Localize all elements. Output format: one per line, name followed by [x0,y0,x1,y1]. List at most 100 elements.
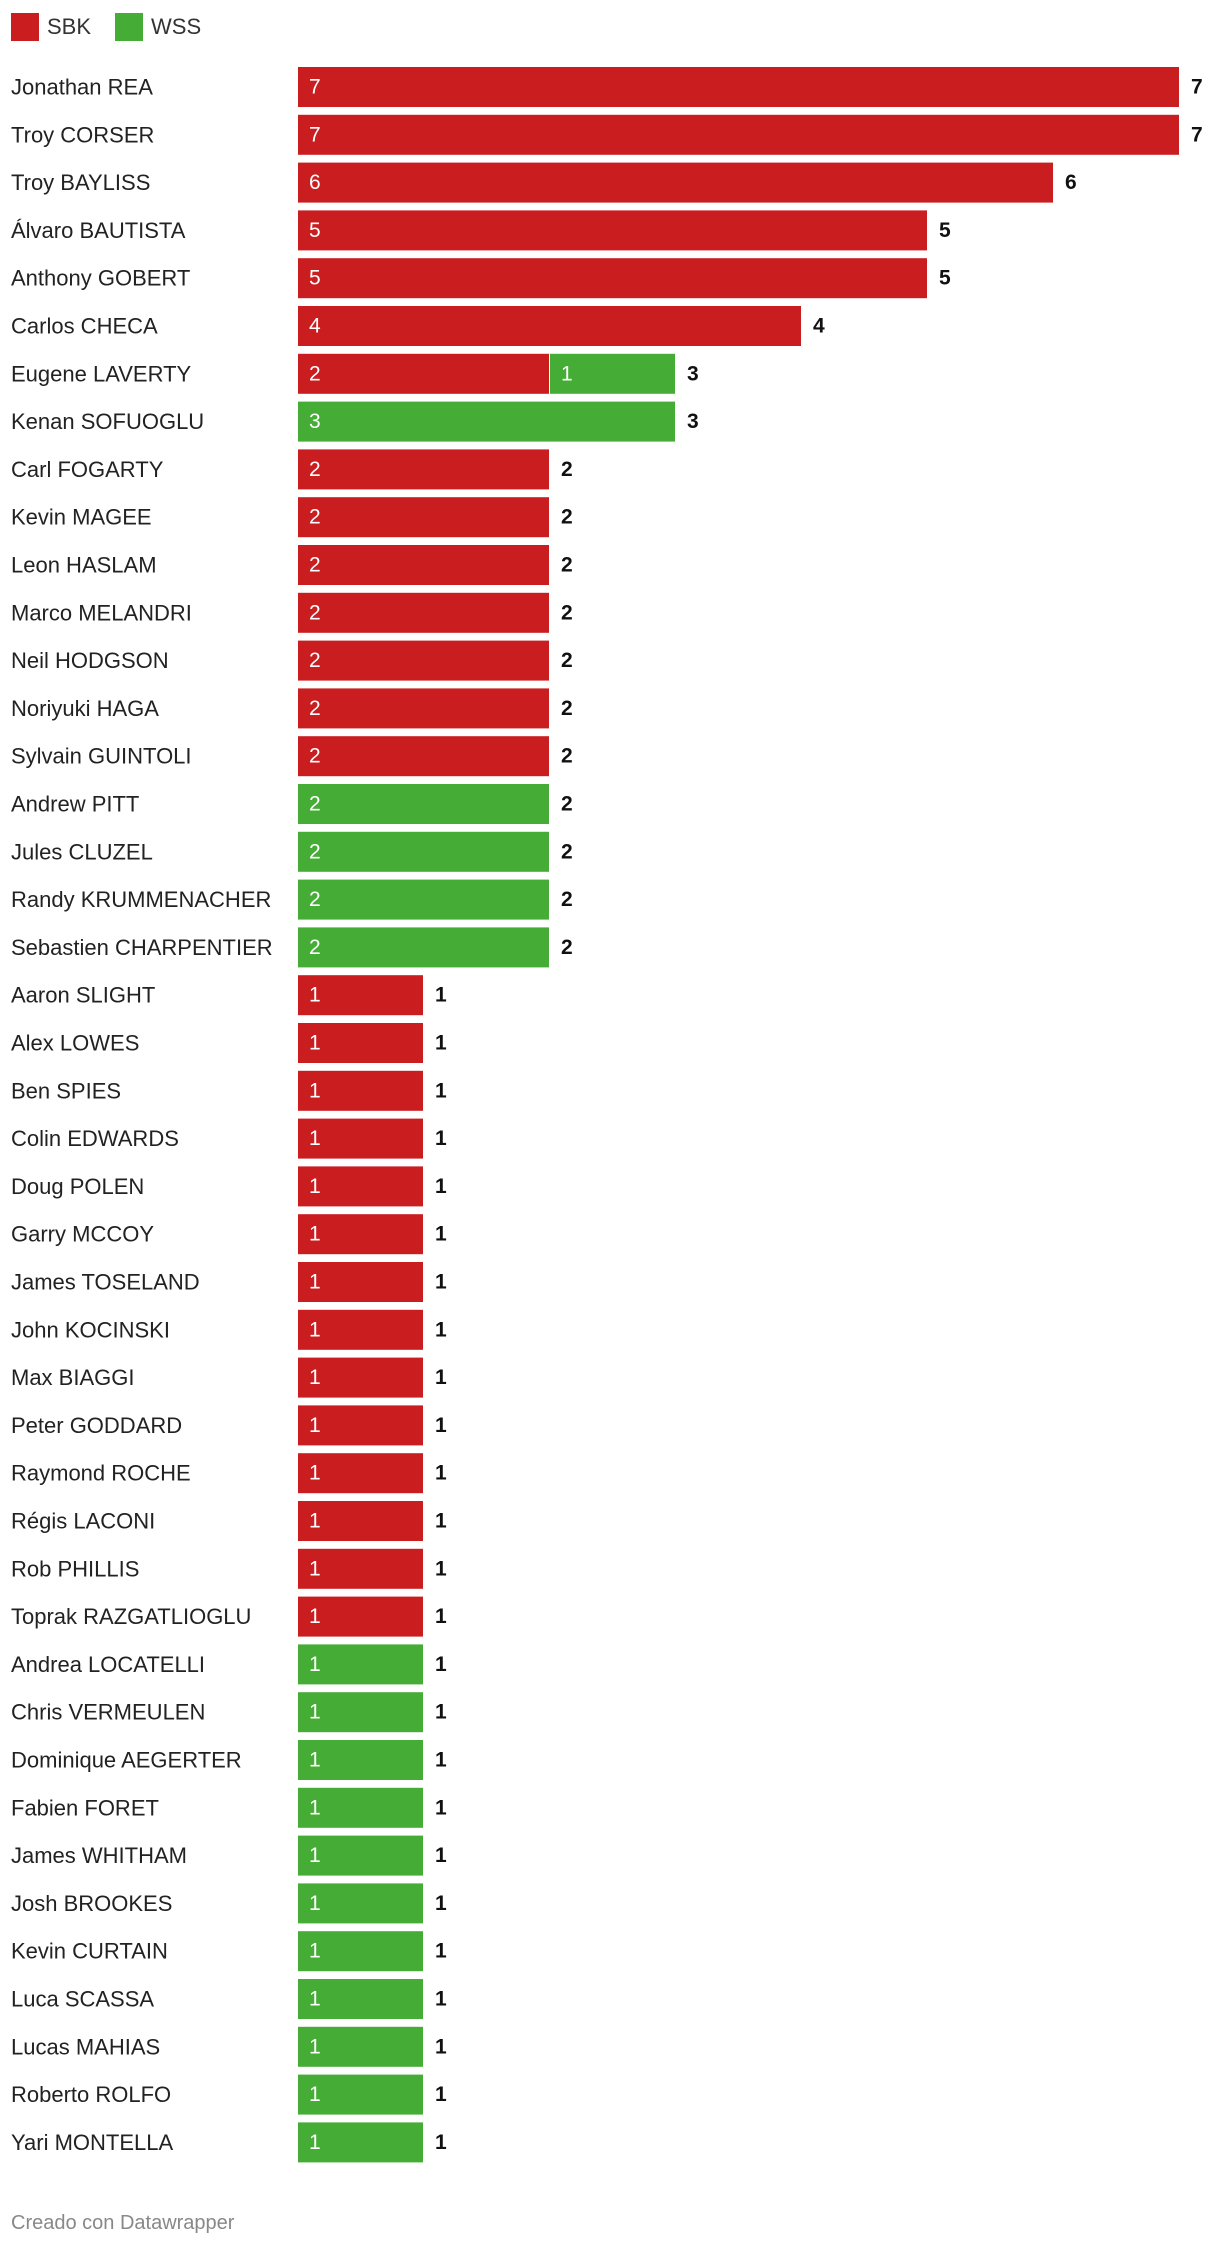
total-value-label: 1 [435,2131,447,2154]
segment-value-label: 1 [309,1940,321,1963]
bar-segment-wss [298,1979,423,2019]
bar-segment-wss [298,2026,423,2067]
category-label: Troy CORSER [11,122,154,147]
bar-segment-sbk [298,975,423,1016]
total-value-label: 1 [435,1175,447,1198]
total-value-label: 1 [435,1032,447,1055]
segment-value-label: 2 [309,888,321,911]
bar-segment-sbk [298,1405,423,1446]
category-label: Colin EDWARDS [11,1126,179,1151]
bar-row-max-biaggi: Max BIAGGI 1 1 [11,1357,447,1398]
bar-row-neil-hodgson: Neil HODGSON 2 2 [11,640,573,681]
category-label: Leon HASLAM [11,553,157,578]
bar-segment-wss [298,879,549,920]
bar-row-josh-brookes: Josh BROOKES 1 1 [11,1883,447,1924]
total-value-label: 1 [435,1653,447,1676]
category-label: John KOCINSKI [11,1317,170,1342]
segment-value-label: 1 [309,1079,321,1102]
bar-row-regis-laconi: Régis LACONI 1 1 [11,1501,447,1541]
category-label: Chris VERMEULEN [11,1700,205,1725]
bar-row-james-toseland: James TOSELAND 1 1 [11,1262,447,1302]
bar-segment-wss [298,1883,423,1924]
category-label: Garry MCCOY [11,1222,154,1247]
legend-label-sbk: SBK [47,14,92,39]
segment-value-label: 1 [309,984,321,1007]
bar-segment-sbk [298,592,549,633]
total-value-label: 2 [561,793,573,816]
segment-value-label: 2 [309,601,321,624]
total-value-label: 1 [435,1271,447,1294]
total-value-label: 1 [435,1557,447,1580]
bar-segment-sbk [298,1118,423,1159]
bar-row-peter-goddard: Peter GODDARD 1 1 [11,1405,447,1446]
chart-legend: SBK WSS [11,12,225,42]
segment-value-label: 1 [309,1127,321,1150]
total-value-label: 3 [687,362,699,385]
segment-value-label: 5 [309,267,321,290]
category-label: Andrea LOCATELLI [11,1652,205,1677]
segment-value-label: 2 [309,840,321,863]
segment-value-label: 7 [309,123,321,146]
total-value-label: 2 [561,745,573,768]
segment-value-label: 2 [309,649,321,672]
footer-credit: Creado con Datawrapper [11,2212,235,2234]
bar-row-sebastien-charpentier: Sebastien CHARPENTIER 2 2 [11,927,573,968]
category-label: Doug POLEN [11,1174,144,1199]
bar-row-yari-montella: Yari MONTELLA 1 1 [11,2122,447,2163]
segment-value-label: 1 [309,1318,321,1341]
category-label: Kevin CURTAIN [11,1939,168,1964]
segment-value-label: 1 [309,1414,321,1437]
category-label: Sebastien CHARPENTIER [11,935,273,960]
bar-segment-wss [298,2074,423,2115]
bar-row-fabien-foret: Fabien FORET 1 1 [11,1787,447,1828]
segment-value-label: 1 [309,1032,321,1055]
bar-row-luca-scassa: Luca SCASSA 1 1 [11,1979,447,2019]
total-value-label: 1 [435,1749,447,1772]
segment-value-label: 1 [309,2083,321,2106]
total-value-label: 1 [435,1796,447,1819]
bar-row-andrea-locatelli: Andrea LOCATELLI 1 1 [11,1644,447,1685]
segment-value-label: 3 [309,410,321,433]
category-label: Sylvain GUINTOLI [11,744,192,769]
bar-segment-wss [298,927,549,968]
bar-row-dominique-aegerter: Dominique AEGERTER 1 1 [11,1740,447,1780]
category-label: James TOSELAND [11,1270,200,1295]
bar-segment-sbk [298,306,801,346]
total-value-label: 1 [435,1462,447,1485]
segment-value-label: 1 [309,1653,321,1676]
total-value-label: 5 [939,267,951,290]
legend-item-wss: WSS [115,13,201,41]
total-value-label: 1 [435,1223,447,1246]
bar-row-james-whitham: James WHITHAM 1 1 [11,1835,447,1876]
segment-value-label: 4 [309,315,321,338]
bar-segment-sbk [298,1453,423,1494]
segment-value-label: 1 [309,1605,321,1628]
category-label: Alex LOWES [11,1031,139,1056]
bar-segment-sbk [298,1596,423,1637]
category-label: Ben SPIES [11,1078,121,1103]
total-value-label: 2 [561,554,573,577]
bar-row-rob-phillis: Rob PHILLIS 1 1 [11,1548,447,1589]
category-label: Neil HODGSON [11,648,169,673]
category-label: Jonathan REA [11,75,153,100]
total-value-label: 1 [435,1892,447,1915]
bar-segment-sbk [298,545,549,585]
category-label: Anthony GOBERT [11,266,190,291]
bar-row-noriyuki-haga: Noriyuki HAGA 2 2 [11,688,573,729]
bar-row-toprak-razgatlioglu: Toprak RAZGATLIOGLU 1 1 [11,1596,447,1637]
bar-row-troy-bayliss: Troy BAYLISS 6 6 [11,162,1077,203]
category-label: Marco MELANDRI [11,600,192,625]
bar-row-troy-corser: Troy CORSER 7 7 [11,114,1203,155]
bar-row-andrew-pitt: Andrew PITT 2 2 [11,784,573,824]
total-value-label: 1 [435,1940,447,1963]
bar-row-jonathan-rea: Jonathan REA 7 7 [11,67,1203,107]
bar-row-eugene-laverty: Eugene LAVERTY 2 1 3 [11,353,699,394]
bar-segment-sbk [298,210,927,251]
legend-label-wss: WSS [151,14,202,39]
bar-segment-sbk [298,1166,423,1207]
bar-row-marco-melandri: Marco MELANDRI 2 2 [11,592,573,633]
segment-value-label: 1 [309,1701,321,1724]
segment-value-label: 7 [309,76,321,99]
total-value-label: 4 [813,315,825,338]
category-label: Álvaro BAUTISTA [11,218,186,243]
